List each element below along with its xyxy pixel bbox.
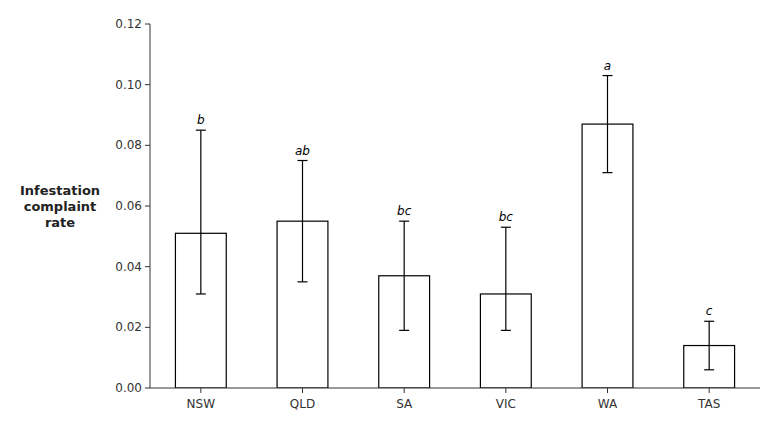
error-bar	[399, 221, 409, 330]
error-bar	[501, 227, 511, 330]
x-tick	[404, 388, 405, 393]
y-axis: 0.00 0.02 0.04 0.06 0.08 0.10 0.12	[115, 17, 150, 395]
y-tick	[145, 145, 150, 146]
significance-label: bc	[499, 210, 514, 224]
x-tick	[709, 388, 710, 393]
y-tick-label: 0.06	[115, 199, 142, 213]
x-tick-label: TAS	[697, 397, 720, 411]
x-axis-line	[150, 388, 760, 389]
x-tick	[302, 388, 303, 393]
plot-area	[175, 76, 734, 388]
error-bar	[704, 321, 714, 370]
x-tick-label: NSW	[187, 397, 216, 411]
x-tick-label: SA	[396, 397, 413, 411]
x-tick-label: VIC	[496, 397, 516, 411]
y-tick	[145, 206, 150, 207]
x-tick-label: WA	[598, 397, 618, 411]
error-bar	[603, 76, 613, 173]
y-tick	[145, 24, 150, 25]
y-tick-label: 0.00	[115, 381, 142, 395]
y-tick	[145, 388, 150, 389]
x-tick	[200, 388, 201, 393]
y-tick	[145, 266, 150, 267]
y-tick-label: 0.08	[115, 138, 142, 152]
y-axis-label: Infestationcomplaintrate	[20, 183, 100, 230]
y-tick-label: 0.04	[115, 260, 142, 274]
chart: 0.00 0.02 0.04 0.06 0.08 0.10 0.12 Infestationc…	[0, 0, 784, 432]
y-tick-label: 0.12	[115, 17, 142, 31]
x-tick	[607, 388, 608, 393]
significance-label: bc	[397, 204, 412, 218]
x-tick	[505, 388, 506, 393]
y-tick	[145, 84, 150, 85]
significance-label: b	[197, 113, 205, 127]
y-tick	[145, 327, 150, 328]
error-bar	[298, 161, 308, 282]
significance-label: ab	[295, 144, 310, 158]
significance-label: c	[706, 304, 713, 318]
y-tick-label: 0.02	[115, 320, 142, 334]
error-bar	[196, 130, 206, 294]
y-axis-line	[150, 24, 151, 388]
x-tick-label: QLD	[290, 397, 315, 411]
significance-label: a	[604, 59, 611, 73]
chart-container: 0.00 0.02 0.04 0.06 0.08 0.10 0.12 Infestationc…	[0, 0, 784, 432]
y-tick-label: 0.10	[115, 78, 142, 92]
